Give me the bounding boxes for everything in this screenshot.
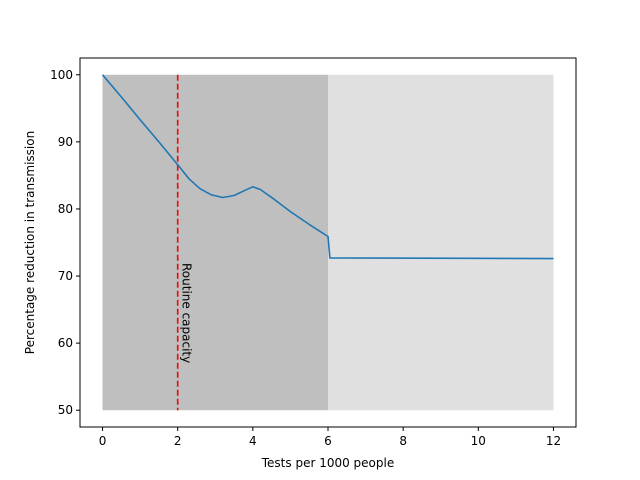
y-tick-label: 90	[58, 135, 73, 149]
x-ticks: 0 2 4 6 8 10 12	[99, 427, 561, 448]
series-layer	[101, 74, 554, 260]
y-axis-label: Percentage reduction in transmission	[23, 131, 37, 354]
y-tick-label: 60	[58, 336, 73, 350]
series-line-0	[101, 74, 554, 260]
x-tick-label: 4	[249, 434, 257, 448]
x-tick-label: 6	[324, 434, 332, 448]
x-tick-label: 10	[471, 434, 486, 448]
x-tick-label: 12	[546, 434, 561, 448]
shaded-regions	[102, 74, 554, 411]
x-axis-label: Tests per 1000 people	[261, 456, 394, 470]
x-tick-label: 0	[99, 434, 107, 448]
routine-capacity-label: Routine capacity	[180, 263, 194, 363]
y-tick-label: 50	[58, 403, 73, 417]
x-tick-label: 2	[174, 434, 182, 448]
shaded-region-1	[328, 74, 554, 411]
y-ticks: 50 60 70 80 90 100	[50, 68, 80, 417]
y-tick-label: 100	[50, 68, 73, 82]
y-tick-label: 80	[58, 202, 73, 216]
x-tick-label: 8	[399, 434, 407, 448]
shaded-region-0	[102, 74, 328, 411]
y-tick-label: 70	[58, 269, 73, 283]
